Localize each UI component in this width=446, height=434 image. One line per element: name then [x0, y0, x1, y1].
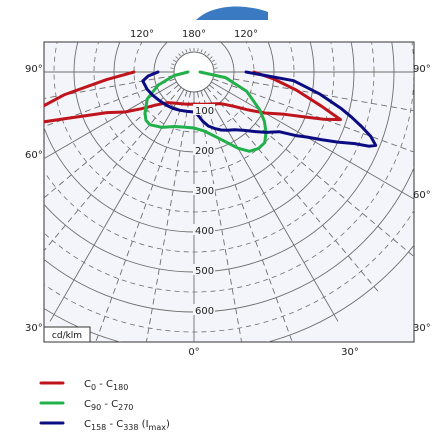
ring-label-bg [193, 224, 215, 235]
legend-label-c90: C90 - C270 [84, 399, 133, 412]
grid-spoke [193, 71, 380, 293]
grid-spoke [193, 71, 339, 322]
ring-label-bg [193, 144, 215, 155]
grid-spoke [145, 71, 195, 342]
grid-spoke [193, 71, 243, 342]
angle-label-left-60: 60° [25, 150, 43, 161]
angle-label-bottom-30: 30° [341, 347, 359, 358]
series-line-1 [143, 70, 268, 153]
angle-label-right-30: 30° [413, 323, 431, 334]
ring-label-bg [193, 104, 215, 115]
ring-label: 100 [195, 106, 214, 117]
grid-spoke [44, 71, 195, 128]
grid-spoke [193, 71, 293, 342]
angle-label-left-30: 30° [25, 323, 43, 334]
ring-label: 600 [195, 306, 214, 317]
grid-spoke [193, 71, 414, 258]
angle-label-left-90: 90° [25, 64, 43, 75]
angle-label-top-right: 120° [234, 29, 258, 40]
angle-label-right-60: 60° [413, 190, 431, 201]
ring-label-bg [193, 264, 215, 275]
ring-label: 300 [195, 186, 214, 197]
grid-spoke [44, 71, 195, 199]
unit-box [43, 326, 91, 343]
ring-label: 200 [195, 146, 214, 157]
legend-label-c158: C158 - C338 (Imax) [84, 419, 170, 432]
grid-spoke [193, 71, 414, 153]
angle-label-top-center: 180° [182, 29, 206, 40]
angle-label-right-90: 90° [413, 64, 431, 75]
grid-spoke [193, 71, 414, 112]
ring-labels: 100 200 300 400 500 600 [193, 104, 215, 317]
plot-frame [43, 41, 415, 343]
legend-label-c0: C0 - C180 [84, 379, 128, 392]
title-strip-fragment [196, 6, 268, 20]
series-line-2 [141, 70, 378, 148]
ring-label-bg [193, 304, 215, 315]
grid-spoke [193, 71, 414, 200]
ring-label: 500 [195, 266, 214, 277]
angle-label-top-left: 120° [130, 29, 154, 40]
grid-spoke [44, 71, 195, 99]
ring-label-bg [193, 184, 215, 195]
legend: C0 - C180 C90 - C270 C158 - C338 (Imax) [39, 379, 170, 432]
angle-label-bottom-0: 0° [188, 347, 199, 358]
ring-label: 400 [195, 226, 214, 237]
grid-spoke [95, 71, 195, 342]
grid-hub [173, 51, 215, 93]
unit-label: cd/klm [52, 331, 82, 341]
grid-spoke [49, 71, 195, 322]
grid-spoke [44, 71, 195, 252]
